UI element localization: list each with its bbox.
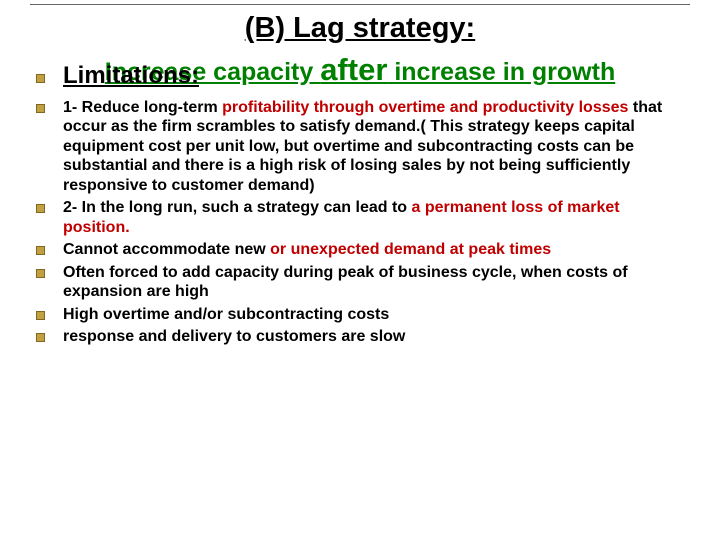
list-item-text: High overtime and/or subcontracting cost…: [63, 305, 389, 325]
bullet-icon: [36, 104, 45, 113]
list-item-text: Cannot accommodate new or unexpected dem…: [63, 240, 551, 260]
list-item: Cannot accommodate new or unexpected dem…: [30, 240, 690, 260]
list-item: Often forced to add capacity during peak…: [30, 263, 690, 302]
text-pre: 1- Reduce long-term: [63, 99, 222, 116]
bullet-icon: [36, 74, 45, 83]
list-item-text: 1- Reduce long-term profitability throug…: [63, 98, 690, 196]
text-pre: response and delivery to customers are s…: [63, 328, 405, 345]
list-item: High overtime and/or subcontracting cost…: [30, 305, 690, 325]
text-red: profitability through overtime and produ…: [222, 99, 628, 116]
list-item-text: Often forced to add capacity during peak…: [63, 263, 690, 302]
bullet-icon: [36, 269, 45, 278]
text-pre: 2- In the long run, such a strategy can …: [63, 199, 412, 216]
text-pre: High overtime and/or subcontracting cost…: [63, 306, 389, 323]
list-item: response and delivery to customers are s…: [30, 327, 690, 347]
subtitle-after: after: [320, 52, 387, 87]
list-item: 1- Reduce long-term profitability throug…: [30, 98, 690, 196]
limitations-label: Limitations:: [63, 62, 199, 90]
list-item-text: response and delivery to customers are s…: [63, 327, 405, 347]
text-red: or unexpected demand at peak times: [270, 241, 551, 258]
list-item-text: 2- In the long run, such a strategy can …: [63, 198, 690, 237]
subtitle-post: increase in growth: [387, 58, 615, 86]
bullet-icon: [36, 246, 45, 255]
text-pre: Cannot accommodate new: [63, 241, 270, 258]
bullet-icon: [36, 204, 45, 213]
list-item: 2- In the long run, such a strategy can …: [30, 198, 690, 237]
bullet-icon: [36, 333, 45, 342]
top-border-line: [30, 4, 690, 5]
slide-title: (B) Lag strategy:: [30, 12, 690, 45]
bullet-icon: [36, 311, 45, 320]
text-pre: Often forced to add capacity during peak…: [63, 264, 628, 301]
bullet-list: 1- Reduce long-term profitability throug…: [30, 98, 690, 347]
